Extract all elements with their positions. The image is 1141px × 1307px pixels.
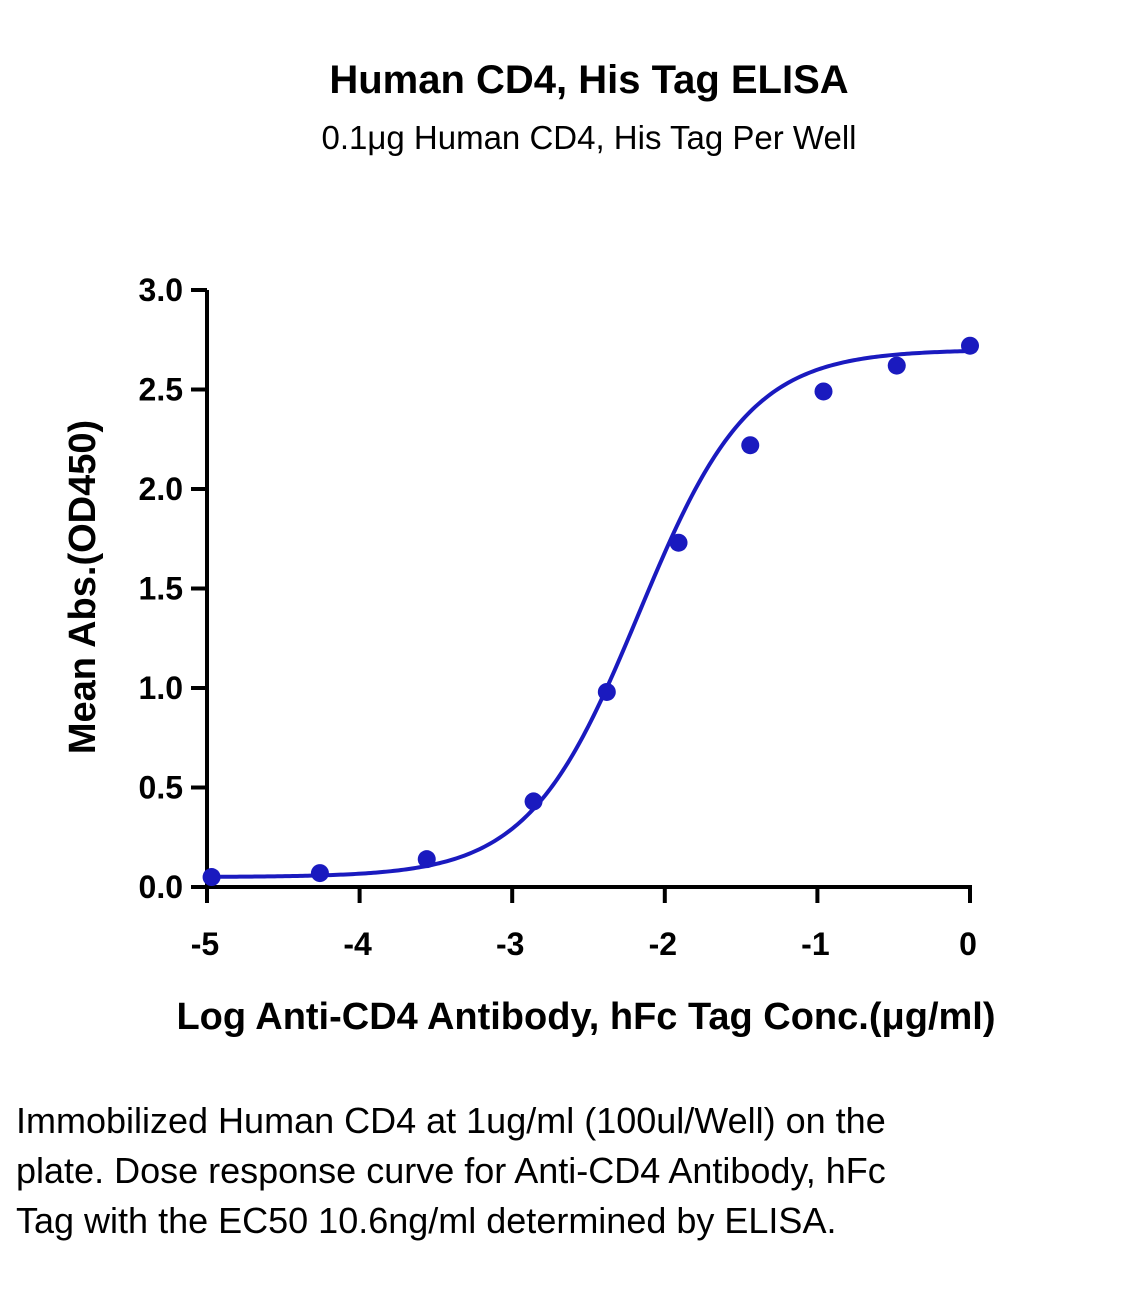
x-tick-label: -1 — [801, 926, 829, 962]
data-points — [202, 336, 979, 887]
data-point — [961, 336, 979, 355]
y-tick-label: 2.0 — [139, 471, 183, 507]
y-axis-label: Mean Abs.(OD450) — [62, 420, 104, 754]
data-point — [417, 850, 436, 869]
data-point — [741, 436, 760, 455]
y-tick-label: 0.5 — [139, 770, 183, 806]
chart-title: Human CD4, His Tag ELISA — [329, 58, 848, 102]
y-tick-label: 0.0 — [139, 869, 183, 905]
data-point — [310, 864, 329, 883]
data-point — [202, 868, 221, 887]
chart-subtitle: 0.1μg Human CD4, His Tag Per Well — [321, 119, 856, 156]
y-tick-label: 1.0 — [139, 670, 183, 706]
axes — [205, 290, 972, 889]
y-tick-label: 1.5 — [139, 571, 183, 607]
y-tick-label: 2.5 — [139, 372, 183, 408]
x-tick-label: -4 — [343, 926, 372, 962]
x-axis-label: Log Anti-CD4 Antibody, hFc Tag Conc.(μg/… — [176, 996, 995, 1038]
data-point — [597, 682, 616, 701]
data-point — [524, 792, 543, 811]
x-axis-ticks: -5 -4 -3 -2 -1 0 — [191, 887, 977, 962]
fit-curve — [211, 349, 971, 879]
x-tick-label: -5 — [191, 926, 219, 962]
chart: Human CD4, His Tag ELISA 0.1μg Human CD4… — [62, 58, 996, 1038]
y-axis-ticks: 0.0 0.5 1.0 1.5 2.0 2.5 3.0 — [139, 272, 207, 905]
data-point — [887, 356, 906, 375]
y-tick-label: 3.0 — [139, 272, 183, 308]
x-tick-label: -2 — [649, 926, 677, 962]
figure-caption: Immobilized Human CD4 at 1ug/ml (100ul/W… — [16, 1100, 886, 1241]
data-point — [814, 382, 833, 401]
x-tick-label: 0 — [959, 926, 977, 962]
x-tick-label: -3 — [496, 926, 524, 962]
data-point — [669, 533, 688, 552]
